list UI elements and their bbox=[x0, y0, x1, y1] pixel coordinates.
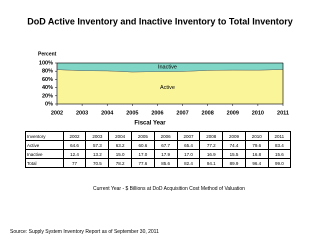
table-cell: 79.6 bbox=[244, 140, 269, 150]
table-cell: Inventory bbox=[25, 131, 64, 141]
y-axis-label: Percent bbox=[38, 51, 57, 57]
x-tick-label: 2002 bbox=[51, 110, 63, 116]
table-cell: 64.6 bbox=[62, 140, 87, 150]
table-header: Inventory 2002 2003 2004 2005 2006 2007 2008 200… bbox=[25, 131, 292, 141]
table-cell: 2007 bbox=[176, 131, 201, 141]
plot-frame bbox=[56, 62, 284, 105]
x-tick-label: 2008 bbox=[202, 110, 214, 116]
table-cell: 89.9 bbox=[222, 158, 246, 168]
table-cell: 15.6 bbox=[267, 149, 292, 159]
table-cell: 2006 bbox=[153, 131, 178, 141]
chart-title: DoD Active Inventory and Inactive Invent… bbox=[27, 16, 293, 26]
table-cell: 13.2 bbox=[85, 149, 110, 159]
y-tick-label: 0% bbox=[45, 101, 53, 107]
table-row: Active 64.6 57.3 63.2 60.6 67.7 65.4 77.2 74.4 79… bbox=[25, 140, 292, 150]
table-cell: 2003 bbox=[85, 131, 110, 141]
data-table: Inventory 2002 2003 2004 2005 2006 2007 2008 200… bbox=[25, 131, 292, 168]
table-cell: 16.8 bbox=[244, 149, 269, 159]
table-cell: 83.4 bbox=[267, 140, 292, 150]
table-cell: 12.4 bbox=[62, 149, 87, 159]
area-label: Active bbox=[160, 85, 175, 91]
table-cell: 15.5 bbox=[222, 149, 246, 159]
x-tick-label: 2010 bbox=[252, 110, 264, 116]
table-cell: 63.2 bbox=[108, 140, 133, 150]
table-cell: 85.6 bbox=[153, 158, 178, 168]
table-cell: 2002 bbox=[62, 131, 87, 141]
caption: Current Year - $ Billions at DoD Acquisi… bbox=[93, 186, 245, 192]
x-tick-label: 2011 bbox=[277, 110, 289, 116]
table-row: Total 77 70.5 78.2 77.6 85.6 82.4 94.1 89.9 96.4 9… bbox=[25, 158, 292, 168]
source: Source: Supply System Inventory Report a… bbox=[10, 229, 159, 235]
x-tick-label: 2006 bbox=[151, 110, 163, 116]
table-cell: 2004 bbox=[108, 131, 133, 141]
y-tick-label: 80% bbox=[42, 69, 53, 75]
table-cell: 2005 bbox=[131, 131, 155, 141]
table-cell: 15.0 bbox=[108, 149, 133, 159]
table-cell: 57.3 bbox=[85, 140, 110, 150]
x-axis-label: Fiscal Year bbox=[134, 121, 166, 127]
table-cell: 82.4 bbox=[176, 158, 201, 168]
table-cell: 67.7 bbox=[153, 140, 178, 150]
table-cell: 16.9 bbox=[199, 149, 224, 159]
table-cell: 77.6 bbox=[131, 158, 155, 168]
table-cell: 17.0 bbox=[176, 149, 201, 159]
table-cell: Active bbox=[25, 140, 64, 150]
table-cell: 2009 bbox=[222, 131, 246, 141]
table-cell: 2010 bbox=[244, 131, 269, 141]
table-cell: 78.2 bbox=[108, 158, 133, 168]
table-cell: Inactive bbox=[25, 149, 64, 159]
table-cell: 2011 bbox=[267, 131, 292, 141]
table-cell: 60.6 bbox=[131, 140, 155, 150]
table-cell: 65.4 bbox=[176, 140, 201, 150]
x-tick-label: 2009 bbox=[227, 110, 239, 116]
x-tick-label: 2003 bbox=[76, 110, 88, 116]
y-tick-label: 20% bbox=[42, 93, 53, 99]
table-cell: 96.4 bbox=[244, 158, 269, 168]
table-cell: 94.1 bbox=[199, 158, 224, 168]
table-cell: 17.0 bbox=[131, 149, 155, 159]
table-row: Inactive 12.4 13.2 15.0 17.0 17.9 17.0 16.9 15.5… bbox=[25, 149, 292, 159]
table-cell: 77 bbox=[62, 158, 87, 168]
table-cell: Total bbox=[25, 158, 64, 168]
table-cell: 17.9 bbox=[153, 149, 178, 159]
x-tick-label: 2005 bbox=[126, 110, 138, 116]
table-cell: 77.2 bbox=[199, 140, 224, 150]
y-tick-label: 100% bbox=[39, 60, 53, 66]
x-tick-label: 2007 bbox=[176, 110, 188, 116]
table-cell: 2008 bbox=[199, 131, 224, 141]
table-cell: 70.5 bbox=[85, 158, 110, 168]
table-cell: 74.4 bbox=[222, 140, 246, 150]
y-tick-label: 60% bbox=[42, 77, 53, 83]
x-tick-label: 2004 bbox=[101, 110, 114, 116]
table-cell: 99.0 bbox=[267, 158, 292, 168]
area-label: Inactive bbox=[158, 65, 177, 71]
y-tick-label: 40% bbox=[42, 85, 53, 91]
